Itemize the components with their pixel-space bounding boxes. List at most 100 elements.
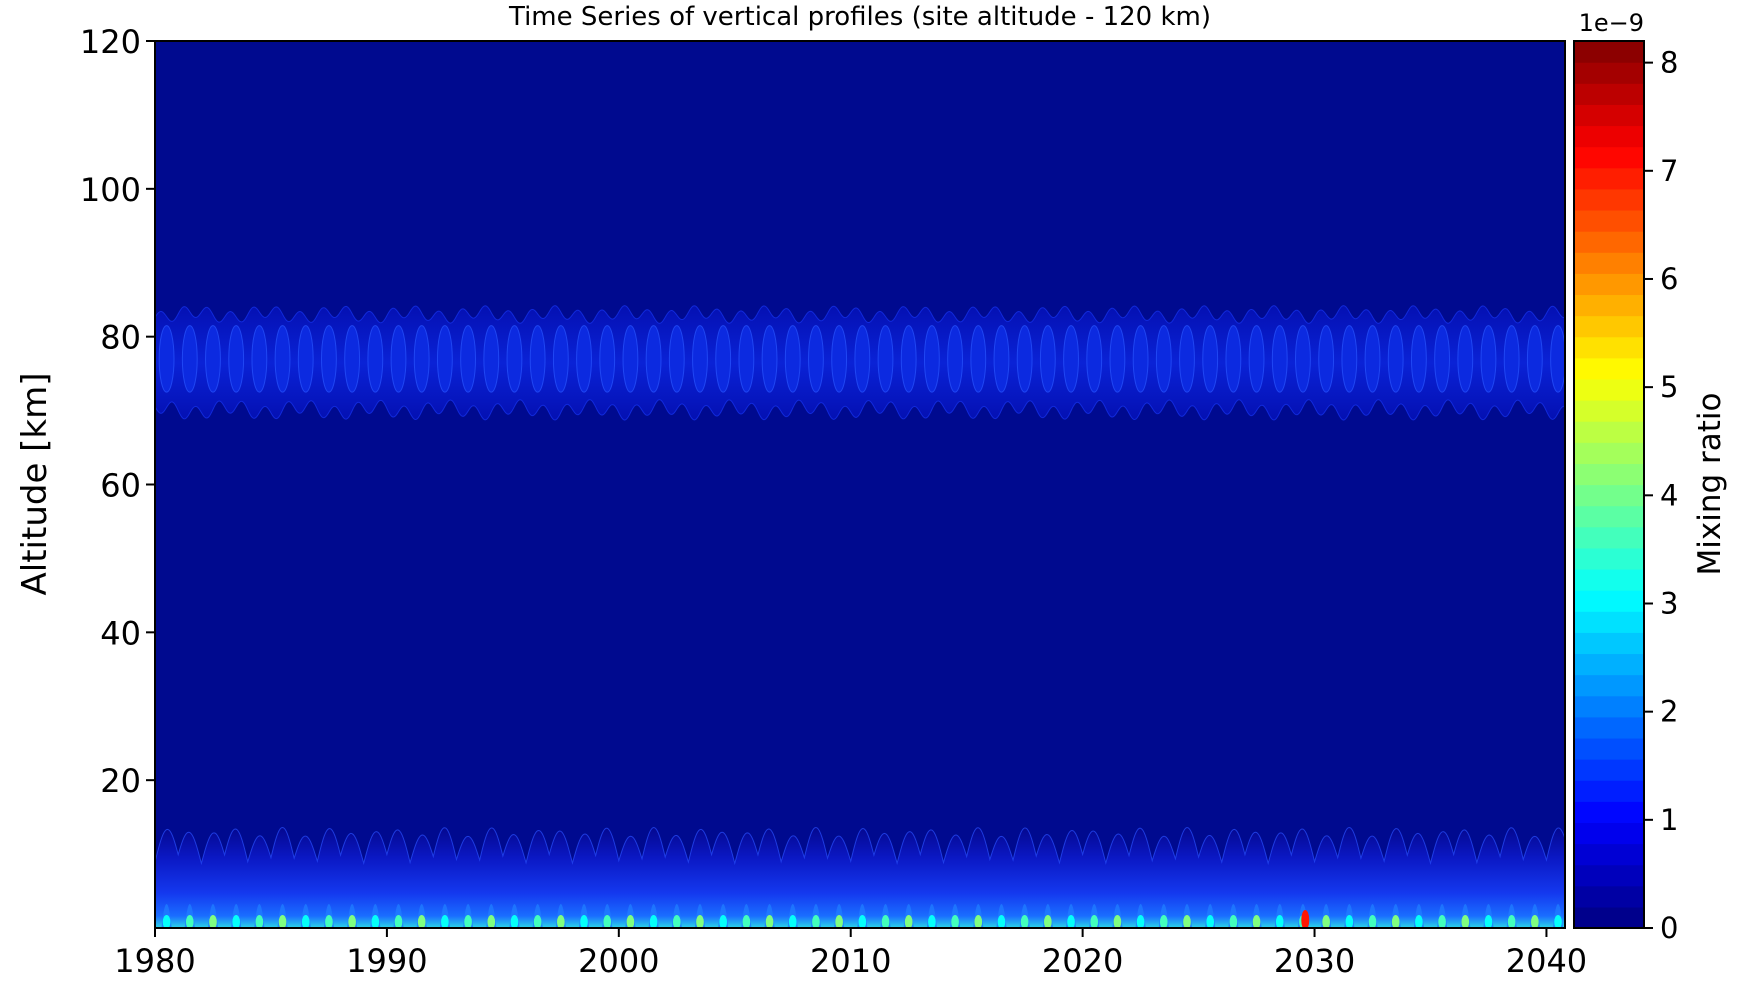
surface-hotspot [881, 915, 890, 928]
colorbar-segment [1574, 41, 1644, 63]
colorbar-segment [1574, 716, 1644, 739]
surface-hotspot [1507, 915, 1516, 928]
band-cell [1202, 325, 1219, 393]
colorbar-segment [1574, 843, 1644, 866]
band-cell [1457, 325, 1474, 393]
band-cell [321, 325, 337, 393]
x-tick-label: 2000 [578, 942, 659, 980]
surface-hotspot [1415, 915, 1423, 928]
surface-hotspot [1020, 915, 1029, 928]
surface-hotspot [719, 915, 727, 928]
x-axis: 1980 1990 2000 2010 2020 2030 2040 [114, 928, 1587, 980]
y-tick-label: 100 [80, 171, 141, 209]
band-cell [228, 325, 245, 393]
colorbar-segment [1574, 125, 1644, 148]
band-cell [1179, 325, 1195, 393]
y-axis-label: Altitude [km] [15, 372, 55, 595]
colorbar-tick-label: 2 [1660, 695, 1678, 729]
surface-hotspot [835, 915, 843, 928]
colorbar-segment [1574, 62, 1644, 84]
colorbar-segment [1574, 906, 1644, 929]
band-cell [1526, 325, 1543, 393]
surface-hotspot [904, 915, 913, 928]
colorbar-tick-label: 6 [1660, 262, 1678, 296]
surface-hotspot [649, 915, 658, 928]
band-cell [1271, 325, 1288, 393]
surface-hotspot [1438, 915, 1446, 928]
band-cell [715, 325, 732, 393]
surface-hotspot [1067, 915, 1075, 928]
colorbar-segment [1574, 611, 1644, 633]
colorbar-tick-label: 4 [1660, 478, 1678, 512]
colorbar-segment [1574, 231, 1644, 253]
surface-hotspot [441, 915, 449, 928]
colorbar [1574, 41, 1644, 929]
band-cell [645, 325, 662, 393]
band-cell [668, 325, 685, 393]
band-cell [923, 325, 940, 393]
band-cell [1480, 325, 1497, 393]
y-axis: 20 40 60 80 100 120 [80, 23, 155, 800]
surface-hotspot [765, 915, 774, 928]
colorbar-segment [1574, 273, 1644, 296]
band-cell [599, 325, 616, 393]
band-cell [622, 325, 639, 393]
colorbar-tick-label: 0 [1660, 911, 1678, 945]
band-cell [390, 325, 407, 393]
colorbar-segment [1574, 759, 1644, 781]
surface-hotspot [1368, 915, 1377, 928]
band-cell [1434, 325, 1451, 393]
surface-hotspot [997, 915, 1006, 928]
x-tick-label: 1990 [346, 942, 427, 980]
band-cell [1410, 325, 1427, 393]
peak-event [1301, 910, 1310, 928]
surface-hotspot [1322, 915, 1330, 928]
colorbar-segment [1574, 885, 1644, 908]
band-cell [413, 325, 430, 393]
colorbar-segment [1574, 737, 1644, 760]
colorbar-segment [1574, 632, 1644, 655]
colorbar-segment [1574, 864, 1644, 887]
band-cell [831, 325, 848, 393]
band-cell [344, 325, 361, 393]
band-cell [1039, 325, 1056, 393]
colorbar-tick-label: 8 [1660, 46, 1678, 80]
surface-hotspot [255, 915, 264, 928]
x-tick-label: 1980 [114, 942, 195, 980]
colorbar-tick-label: 3 [1660, 586, 1678, 620]
colorbar-tick-label: 5 [1660, 370, 1678, 404]
band-cell [1318, 325, 1335, 393]
surface-hotspot [1136, 915, 1145, 928]
band-cell [251, 325, 268, 393]
colorbar-label: Mixing ratio [1692, 393, 1728, 576]
band-cell [1503, 325, 1520, 393]
colorbar-segment [1574, 400, 1644, 422]
colorbar-segment [1574, 294, 1644, 317]
band-cell [877, 325, 894, 393]
band-cell [784, 325, 801, 393]
colorbar-frame [1573, 40, 1645, 929]
colorbar-segment [1574, 209, 1644, 232]
band-cell [1225, 325, 1242, 393]
band-cell [854, 325, 871, 393]
surface-hotspot [696, 915, 704, 928]
colorbar-segment [1574, 167, 1644, 190]
surface-hotspot [672, 915, 681, 928]
colorbar-segment [1574, 695, 1644, 718]
surface-hotspot [533, 915, 542, 928]
band-cell [1109, 325, 1126, 393]
colorbar-tick-label: 7 [1660, 154, 1678, 188]
surface-hotspot [301, 915, 310, 928]
x-tick-label: 2040 [1506, 942, 1587, 980]
colorbar-segment [1574, 315, 1644, 338]
band-cell [1550, 325, 1565, 393]
band-cell [1155, 325, 1172, 393]
colorbar-segment [1574, 674, 1644, 697]
surface-hotspot [928, 915, 936, 928]
surface-envelope [155, 826, 1565, 928]
colorbar-segment [1574, 484, 1644, 507]
band-cell [900, 325, 917, 393]
band-cell [1341, 325, 1358, 393]
surface-hotspot [626, 915, 635, 928]
surface-hotspot [812, 915, 820, 928]
